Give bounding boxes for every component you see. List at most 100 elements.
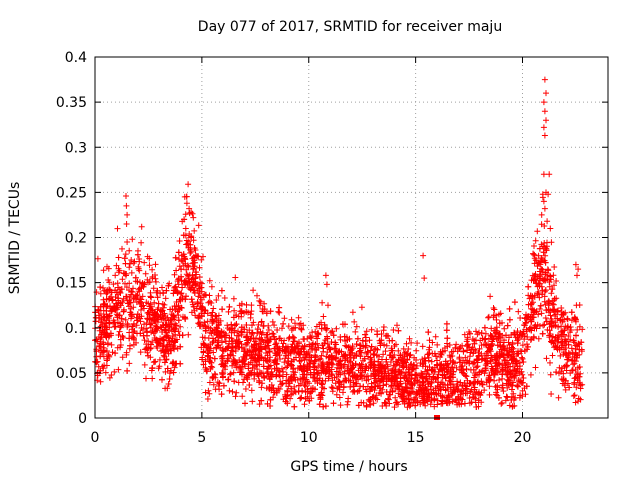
data-point	[342, 357, 349, 364]
data-point	[575, 266, 582, 273]
data-point	[357, 365, 364, 372]
data-point	[348, 366, 355, 373]
data-point	[231, 307, 238, 314]
data-point	[461, 400, 468, 407]
data-point	[337, 336, 344, 343]
data-point	[345, 395, 352, 402]
data-point	[281, 359, 288, 366]
data-point	[539, 266, 546, 273]
data-point	[482, 330, 489, 337]
data-point	[411, 362, 418, 369]
data-point	[281, 315, 288, 322]
data-point	[150, 285, 157, 292]
data-point	[326, 359, 333, 366]
data-point	[195, 253, 202, 260]
x-tick-label: 10	[300, 430, 318, 446]
data-point	[271, 322, 278, 329]
data-point	[215, 342, 221, 349]
data-point	[229, 325, 236, 332]
data-point	[316, 356, 322, 363]
data-point	[487, 345, 493, 352]
data-point	[417, 360, 424, 366]
data-point	[300, 336, 307, 343]
data-point	[187, 250, 194, 256]
data-point	[232, 340, 239, 347]
data-point	[209, 309, 216, 316]
data-point	[193, 269, 200, 275]
data-point	[112, 350, 119, 357]
data-point	[250, 319, 257, 326]
data-point	[130, 320, 137, 327]
data-point	[122, 316, 129, 323]
data-point	[328, 339, 335, 345]
data-point	[536, 306, 543, 312]
data-point	[472, 390, 479, 397]
data-point	[219, 306, 226, 313]
data-point	[263, 350, 269, 356]
data-point	[478, 330, 485, 337]
data-point	[520, 359, 527, 365]
data-point	[360, 383, 367, 390]
data-point	[457, 395, 464, 402]
data-point	[210, 305, 217, 312]
data-point	[469, 336, 476, 343]
data-point	[554, 334, 561, 341]
data-point	[389, 347, 396, 354]
data-point	[247, 335, 254, 342]
data-point	[302, 379, 309, 386]
data-point	[118, 286, 125, 293]
data-point	[317, 355, 324, 362]
data-point	[556, 345, 563, 352]
data-point	[217, 332, 224, 339]
data-point	[464, 390, 471, 397]
data-point	[354, 335, 361, 342]
data-point	[548, 338, 554, 345]
data-point	[176, 296, 183, 303]
data-point	[165, 317, 172, 324]
data-point	[102, 369, 109, 376]
data-point	[432, 333, 439, 340]
data-point	[248, 387, 255, 394]
data-point	[208, 312, 215, 319]
data-point	[513, 368, 520, 375]
data-point	[376, 362, 383, 369]
data-point	[577, 385, 584, 392]
data-point	[170, 333, 176, 339]
data-point	[569, 357, 576, 364]
data-point	[262, 343, 269, 350]
data-point	[123, 193, 129, 199]
data-point	[434, 374, 441, 381]
data-point	[378, 337, 385, 344]
data-point	[349, 309, 356, 316]
data-point	[501, 357, 508, 363]
data-point	[408, 361, 415, 367]
data-point	[542, 252, 549, 259]
data-point	[496, 339, 503, 346]
data-point	[312, 346, 319, 353]
data-point	[210, 381, 217, 388]
data-point	[379, 356, 385, 363]
data-point	[344, 401, 351, 408]
data-point	[565, 341, 572, 348]
data-point	[340, 378, 347, 385]
data-point	[273, 360, 280, 367]
data-point	[532, 237, 539, 244]
data-point	[276, 335, 283, 342]
data-point	[445, 392, 452, 399]
data-point	[220, 363, 226, 370]
data-point	[191, 263, 198, 270]
data-point	[564, 315, 571, 322]
data-point	[295, 388, 302, 395]
data-point	[112, 294, 119, 300]
data-point	[412, 402, 419, 409]
data-point	[396, 368, 403, 375]
data-point	[179, 258, 186, 265]
data-point	[117, 344, 124, 351]
data-point	[521, 333, 528, 339]
data-point	[466, 395, 473, 401]
data-point	[134, 292, 141, 298]
data-point	[368, 358, 375, 365]
data-point	[126, 260, 133, 267]
data-point	[401, 353, 408, 360]
data-point	[381, 341, 388, 348]
